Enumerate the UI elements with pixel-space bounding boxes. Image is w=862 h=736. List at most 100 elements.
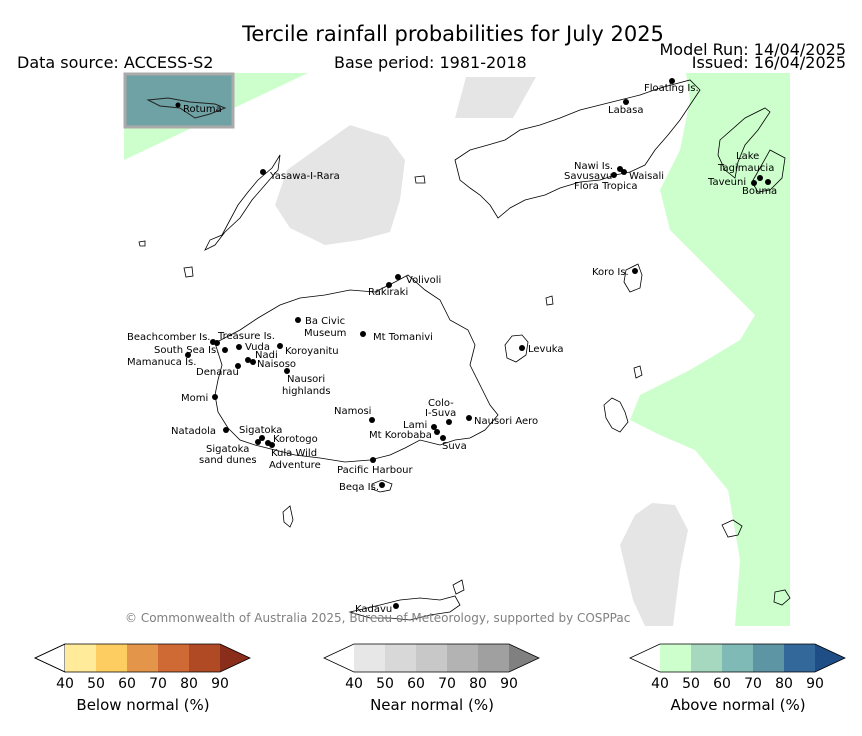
label-lami: Lami	[403, 420, 427, 431]
marker-koro	[632, 268, 638, 274]
label-savusavu: Savusavu	[564, 171, 612, 182]
label-ba-civic: Ba Civic	[305, 316, 345, 327]
marker-suva	[440, 435, 446, 441]
legend-below-cap-low	[34, 643, 66, 673]
legend-near-normal-bar	[323, 643, 540, 673]
marker-treasure	[214, 340, 220, 346]
label-rakiraki: Rakiraki	[368, 287, 408, 298]
label-kula-wild: Kula Wild	[271, 448, 317, 459]
legend-below-frame	[34, 643, 251, 673]
label-korotogo: Korotogo	[273, 434, 318, 445]
marker-floating-is	[669, 78, 675, 84]
legend-near-tick: 70	[438, 676, 456, 692]
label-koroyanitu: Koroyanitu	[285, 346, 339, 357]
legend-below-tick: 60	[118, 676, 136, 692]
label-highlands: highlands	[282, 386, 331, 397]
legend-below-normal-bar	[34, 643, 251, 673]
marker-naisoso	[250, 359, 256, 365]
label-tagimaucia: Tagimaucia	[717, 163, 774, 174]
marker-rakiraki	[386, 282, 392, 288]
taveuni-outline	[717, 107, 771, 179]
legend-below-cap-high	[220, 644, 250, 672]
near-normal-region-north	[455, 77, 536, 118]
rabi-outline	[751, 149, 786, 193]
label-vuda: Vuda	[245, 342, 270, 353]
legend-near-40-50	[354, 644, 385, 672]
marker-denarau	[235, 363, 241, 369]
beqa-outline	[371, 479, 393, 493]
legend-above-tick: 60	[713, 676, 731, 692]
legend-above-40-50	[660, 644, 691, 672]
legend-near-frame	[323, 643, 540, 673]
moala-outline	[721, 519, 743, 538]
small-island-2	[545, 295, 554, 306]
legend-near-cap-high	[509, 644, 539, 672]
label-nadi: Nadi	[255, 350, 278, 361]
marker-mt-korobaba	[434, 429, 440, 435]
legend-above-tick: 70	[744, 676, 762, 692]
rotuma-island	[146, 97, 227, 119]
label-levuka: Levuka	[528, 344, 564, 355]
label-sigatoka-2: Sigatoka	[206, 444, 249, 455]
marker-nadi	[245, 357, 251, 363]
copyright-notice: © Commonwealth of Australia 2025, Bureau…	[125, 611, 631, 625]
label-waisali: Waisali	[629, 171, 664, 182]
legend-near-60-70	[416, 644, 447, 672]
legend-below-tick: 80	[180, 676, 198, 692]
label-nausori-aero: Nausori Aero	[474, 416, 538, 427]
legend-below-tick: 40	[56, 676, 74, 692]
issued-label: Issued: 16/04/2025	[691, 53, 846, 72]
marker-bouma	[765, 179, 771, 185]
legend-near-tick: 40	[345, 676, 363, 692]
marker-colo-i-suva	[446, 419, 452, 425]
gau-outline	[603, 397, 629, 433]
marker-sigatoka-dunes	[255, 439, 261, 445]
legend-near-tick: 90	[500, 676, 518, 692]
above-normal-region-east	[630, 73, 790, 626]
label-pacific-harbour: Pacific Harbour	[337, 465, 414, 476]
legend-above-70-80	[753, 644, 784, 672]
vanua-levu-outline	[454, 79, 701, 219]
marker-south-sea	[222, 347, 228, 353]
legend-below-60-70	[127, 644, 158, 672]
base-period-label: Base period: 1981-2018	[334, 53, 527, 72]
marker-koroyanitu	[277, 343, 283, 349]
marker-sigatoka	[259, 435, 265, 441]
label-sigatoka: Sigatoka	[239, 425, 282, 436]
label-taveuni: Taveuni	[707, 177, 746, 188]
label-beqa: Beqa Is.	[339, 482, 379, 493]
legend-above-80-90	[784, 644, 815, 672]
marker-lami	[431, 424, 437, 430]
legend-above-tick: 40	[651, 676, 669, 692]
marker-volivoli	[395, 274, 401, 280]
marker-labasa	[623, 99, 629, 105]
rotuma-label: Rotuma	[183, 104, 222, 115]
label-i-suva: I-Suva	[425, 408, 456, 419]
legend-below-tick: 70	[149, 676, 167, 692]
marker-mamanuca	[185, 352, 191, 358]
marker-beqa	[379, 482, 385, 488]
legend-below-50-60	[96, 644, 127, 672]
label-mamanuca: Mamanuca Is.	[127, 357, 196, 368]
legend-near-50-60	[385, 644, 416, 672]
marker-natadola	[223, 427, 229, 433]
legend-above-tick: 80	[775, 676, 793, 692]
totoya-outline	[773, 589, 791, 606]
marker-waisali	[621, 169, 627, 175]
marker-levuka	[519, 345, 525, 351]
legend-above-cap-high	[815, 644, 845, 672]
near-normal-region-central	[275, 125, 405, 245]
label-koro: Koro Is.	[592, 267, 629, 278]
legend-near-tick: 80	[469, 676, 487, 692]
naviti-outline	[183, 266, 194, 278]
marker-momi	[212, 394, 218, 400]
marker-yasawa	[260, 169, 266, 175]
label-yasawa: Yasawa-I-Rara	[269, 171, 340, 182]
marker-ba-civic-museum	[295, 317, 301, 323]
marker-namosi	[369, 417, 375, 423]
marker-kadavu	[393, 603, 399, 609]
label-nawi: Nawi Is.	[574, 161, 613, 172]
legend-near-70-80	[447, 644, 478, 672]
marker-vuda	[236, 344, 242, 350]
label-natadola: Natadola	[171, 426, 216, 437]
